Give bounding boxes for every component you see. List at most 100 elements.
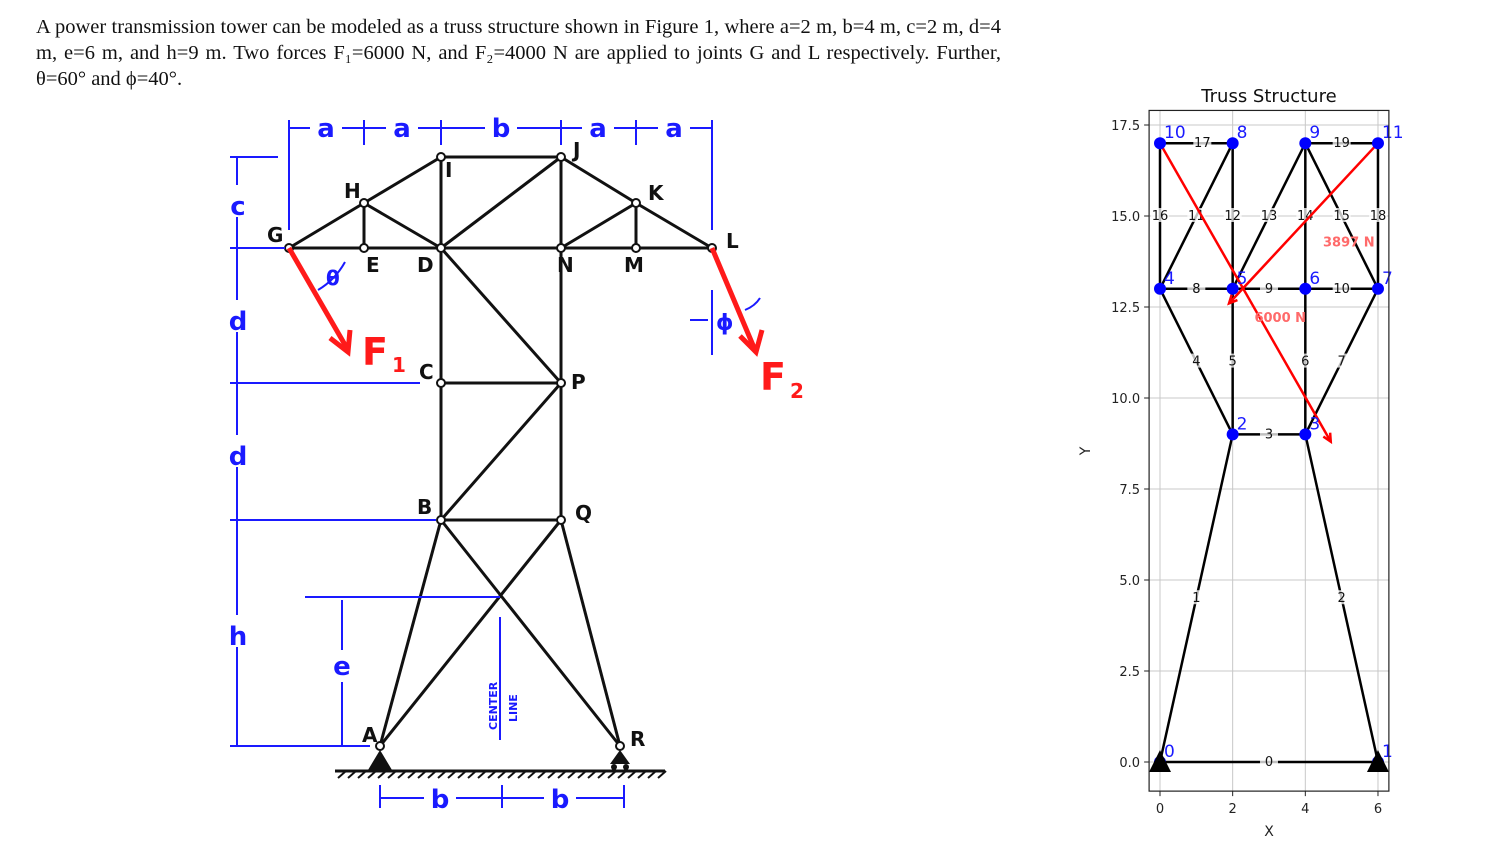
dimension-label-bg <box>424 786 456 810</box>
problem-statement: A power transmission tower can be modele… <box>36 14 1001 92</box>
dimension-label-b: b <box>551 785 570 815</box>
joint-label-E: E <box>366 253 380 277</box>
member-label-bg <box>1187 590 1206 605</box>
ground-hatch <box>437 770 447 779</box>
force-label-F2-sub: 2 <box>790 379 804 403</box>
chart-node-3 <box>1299 428 1312 441</box>
chart-node-4 <box>1154 282 1166 295</box>
chart-node-label-2: 2 <box>1237 414 1248 434</box>
chart-node-label-9: 9 <box>1309 123 1320 143</box>
truss-member-DP <box>439 247 563 384</box>
ground-hatch <box>387 770 397 779</box>
chart-node-6 <box>1299 282 1312 295</box>
dimension-label-d: d <box>229 442 248 472</box>
ground-hatch <box>567 770 577 779</box>
joint-label-B: B <box>417 495 432 519</box>
ground-hatch <box>577 770 587 779</box>
chart-node-7 <box>1371 282 1384 295</box>
joint-K <box>631 198 641 208</box>
member-label-12: 12 <box>1224 209 1241 224</box>
force-label-F1: F <box>362 330 388 374</box>
y-tick-label: 2.5 <box>1119 665 1140 680</box>
y-tick-label: 5.0 <box>1119 574 1140 589</box>
ground-hatch <box>417 770 427 779</box>
member-label-bg <box>1296 353 1315 368</box>
phi-arc <box>744 297 761 311</box>
chart-node-label-1: 1 <box>1382 742 1393 762</box>
joint-E <box>359 243 369 253</box>
truss-member-KN <box>560 201 637 250</box>
ground-hatch <box>587 770 597 779</box>
ground-hatch <box>507 770 517 779</box>
member-label-bg <box>1259 208 1278 222</box>
y-tick-label: 7.5 <box>1119 483 1140 498</box>
joint-M <box>631 243 641 253</box>
chart-force-label: 3897 N <box>1323 235 1375 250</box>
theta-label: θ <box>326 266 340 290</box>
member-label-bg <box>1368 208 1387 222</box>
phi-label: ϕ <box>716 311 734 336</box>
joint-P <box>556 378 566 388</box>
member-label-9: 9 <box>1265 282 1273 297</box>
chart-node-10 <box>1154 137 1166 150</box>
ground-hatch <box>457 770 467 779</box>
dimension-label-c: c <box>230 192 245 222</box>
support-triangle-icon <box>1366 750 1389 772</box>
dimension-label-a: a <box>665 114 683 144</box>
member-label-3: 3 <box>1265 427 1273 442</box>
joint-Q <box>556 515 566 525</box>
ground-hatch <box>597 770 607 779</box>
dimension-label-bg <box>658 116 690 140</box>
member-label-14: 14 <box>1297 209 1314 224</box>
truss-member-PB <box>439 382 563 521</box>
chart-node-2 <box>1226 428 1239 441</box>
member-label-bg <box>1187 280 1206 295</box>
member-label-bg <box>1332 590 1351 605</box>
member-label-bg <box>1332 353 1351 368</box>
joint-label-R: R <box>630 727 645 751</box>
force-arrow-F1 <box>286 246 351 352</box>
member-label-bg <box>1259 754 1278 768</box>
truss-member-QR <box>559 519 622 747</box>
member-label-bg <box>1332 135 1351 150</box>
dimension-label-h: h <box>229 622 248 652</box>
member-label-bg <box>1332 208 1351 222</box>
member-label-bg <box>1187 353 1206 368</box>
truss-member-HD <box>363 201 442 250</box>
x-tick-label: 4 <box>1301 802 1309 817</box>
roller-support-icon <box>610 750 630 764</box>
chart-force-arrowhead <box>1227 294 1238 306</box>
chart-force-arrow <box>1228 142 1379 305</box>
x-axis-label: X <box>1264 824 1274 840</box>
ground-hatch <box>517 770 527 779</box>
ground-hatch <box>367 770 377 779</box>
member-label-15: 15 <box>1333 209 1350 224</box>
force-label-F1-sub: 1 <box>392 353 406 377</box>
dimension-label-b: b <box>431 785 450 815</box>
ground-hatch <box>487 770 497 779</box>
joint-label-P: P <box>571 370 586 394</box>
member-label-0: 0 <box>1265 755 1273 770</box>
chart-node-8 <box>1226 137 1239 150</box>
pin-support-icon <box>368 750 392 770</box>
ground-hatch <box>357 770 367 779</box>
chart-node-label-7: 7 <box>1382 269 1393 289</box>
chart-node-label-6: 6 <box>1309 269 1320 289</box>
ground-hatch <box>337 770 347 779</box>
ground-hatch <box>657 770 667 779</box>
chart-force-label: 6000 N <box>1254 311 1306 326</box>
ground-hatch <box>537 770 547 779</box>
member-label-2: 2 <box>1338 591 1346 606</box>
dimension-label-bg <box>224 615 252 647</box>
member-label-7: 7 <box>1338 355 1346 370</box>
joint-I <box>436 152 446 162</box>
support-triangle-icon <box>1149 750 1171 772</box>
member-label-bg <box>1193 135 1212 150</box>
chart-title: Truss Structure <box>1200 86 1336 107</box>
theta-arc <box>317 261 346 291</box>
joint-C <box>436 378 446 388</box>
ground-hatch <box>647 770 657 779</box>
member-label-bg <box>1187 208 1206 222</box>
force-label-F2: F <box>760 355 786 399</box>
